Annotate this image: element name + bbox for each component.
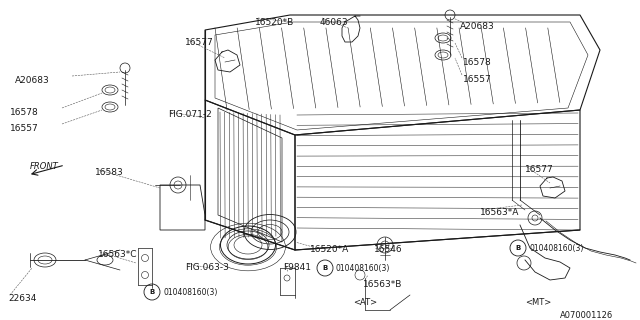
Text: 010408160(3): 010408160(3) [163,287,218,297]
Text: FIG.071-2: FIG.071-2 [168,110,212,119]
Text: <AT>: <AT> [353,298,377,307]
Text: 16563*A: 16563*A [480,208,520,217]
Text: B: B [149,289,155,295]
Text: 16563*B: 16563*B [363,280,403,289]
Text: A20683: A20683 [460,22,495,31]
Text: 46063: 46063 [320,18,349,27]
Text: 010408160(3): 010408160(3) [529,244,584,252]
Text: B: B [515,245,520,251]
Text: 16577: 16577 [525,165,554,174]
Text: 16557: 16557 [463,75,492,84]
Text: <MT>: <MT> [525,298,551,307]
Text: 16563*C: 16563*C [98,250,138,259]
Text: 16520*A: 16520*A [310,245,349,254]
Text: 16546: 16546 [374,245,403,254]
Text: 22634: 22634 [8,294,36,303]
Text: FRONT: FRONT [30,162,59,171]
Text: A070001126: A070001126 [560,311,613,320]
Text: 010408160(3): 010408160(3) [336,263,390,273]
Text: 16583: 16583 [95,168,124,177]
Text: B: B [323,265,328,271]
Text: F9841: F9841 [283,263,311,272]
Text: 16557: 16557 [10,124,39,133]
Text: 16520*B: 16520*B [255,18,294,27]
Text: 16578: 16578 [463,58,492,67]
Text: 16578: 16578 [10,108,39,117]
Text: 16577: 16577 [185,38,214,47]
Text: A20683: A20683 [15,76,50,85]
Text: FIG.063-3: FIG.063-3 [185,263,229,272]
